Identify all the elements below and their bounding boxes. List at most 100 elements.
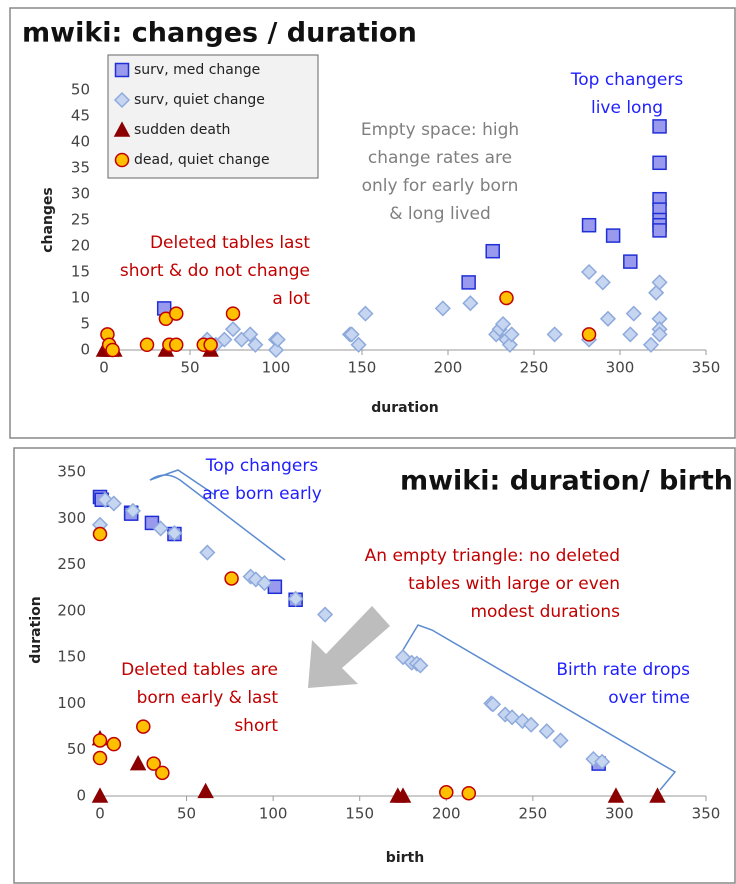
y-tick-label: 20 — [71, 237, 90, 255]
diamond-marker — [503, 326, 520, 343]
annotation: short & do not change — [120, 261, 310, 281]
annotation: Deleted tables last — [150, 233, 310, 253]
diamond-marker — [594, 274, 611, 291]
diamond-marker — [216, 331, 233, 348]
x-tick-label: 300 — [606, 359, 635, 377]
y-tick-label: 45 — [71, 107, 90, 125]
diamond-marker — [287, 590, 304, 607]
circle-marker — [92, 750, 108, 766]
series — [91, 730, 666, 803]
y-tick-label: 0 — [80, 341, 90, 359]
annotation: tables with large or even — [408, 574, 620, 594]
arrow — [308, 606, 390, 688]
x-tick-label: 350 — [692, 359, 721, 377]
x-tick-label: 150 — [345, 805, 374, 823]
y-tick-label: 50 — [67, 740, 86, 758]
circle-marker — [225, 306, 241, 321]
diamond-marker — [523, 716, 540, 733]
x-tick-label: 200 — [432, 805, 461, 823]
diamond-marker — [651, 326, 668, 343]
diamond-marker — [599, 310, 617, 327]
x-axis-label: duration — [371, 400, 438, 416]
y-tick-label: 5 — [80, 315, 90, 333]
y-tick-label: 350 — [57, 463, 86, 481]
diamond-marker — [594, 753, 611, 770]
legend-marker — [114, 152, 130, 168]
brace — [399, 624, 677, 791]
legend-marker — [114, 62, 130, 78]
y-tick-label: 35 — [71, 159, 90, 177]
y-tick-label: 30 — [71, 185, 90, 203]
diamond-marker — [105, 495, 122, 512]
circle-marker — [461, 785, 477, 801]
circle-marker — [168, 337, 184, 353]
triangle-marker — [197, 782, 214, 799]
square-marker — [623, 254, 638, 269]
legend-label: surv, med change — [134, 62, 260, 78]
square-marker — [605, 228, 621, 243]
annotation: Empty space: high — [361, 120, 519, 140]
diamond-marker — [166, 525, 183, 542]
y-tick-label: 25 — [71, 211, 90, 229]
diamond-marker — [494, 315, 512, 333]
annotation: a lot — [272, 289, 310, 309]
y-tick-label: 0 — [76, 787, 86, 805]
diamond-marker — [538, 723, 555, 740]
legend-label: sudden death — [134, 122, 230, 138]
circle-marker — [499, 290, 514, 306]
annotation: over time — [608, 688, 690, 708]
circle-marker — [581, 327, 597, 342]
diamond-marker — [651, 274, 668, 291]
diamond-marker — [462, 295, 479, 312]
diamond-marker — [501, 336, 518, 353]
panel-frame — [13, 447, 736, 884]
y-tick-label: 40 — [71, 133, 90, 151]
circle-marker — [92, 526, 108, 542]
diamond-marker — [484, 696, 502, 713]
legend-label: dead, quiet change — [134, 152, 270, 168]
x-tick-label: 50 — [180, 359, 199, 377]
y-axis-label: changes — [40, 187, 56, 253]
diamond-marker — [256, 575, 273, 592]
y-tick-label: 50 — [71, 81, 90, 99]
y-tick-label: 250 — [57, 555, 86, 573]
diamond-marker — [247, 336, 264, 353]
annotation: modest durations — [470, 602, 620, 622]
y-tick-label: 100 — [57, 694, 86, 712]
square-marker — [652, 155, 667, 171]
series — [92, 526, 477, 801]
diamond-marker — [622, 326, 639, 343]
y-tick-label: 200 — [57, 601, 86, 619]
circle-marker — [92, 733, 108, 748]
series — [100, 290, 597, 358]
diamond-marker — [546, 326, 563, 343]
diamond-marker — [357, 305, 374, 322]
diamond-marker — [642, 336, 660, 353]
diamond-marker — [625, 305, 642, 322]
annotation: Deleted tables are — [121, 660, 278, 680]
chart-title: mwiki: duration/ birth — [400, 466, 733, 497]
triangle-marker — [607, 787, 625, 803]
triangle-marker — [129, 755, 147, 771]
annotation: An empty triangle: no deleted — [365, 546, 620, 566]
diamond-marker — [247, 571, 264, 588]
circle-marker — [203, 337, 218, 353]
series — [156, 119, 667, 316]
triangle-marker — [394, 787, 412, 803]
annotation: live long — [591, 98, 663, 118]
diamond-marker — [412, 657, 429, 674]
triangle-marker — [649, 787, 666, 803]
diamond-marker — [224, 321, 242, 338]
square-marker — [485, 243, 500, 259]
circle-marker — [146, 756, 161, 771]
circle-marker — [105, 342, 120, 358]
x-tick-label: 200 — [434, 359, 463, 377]
diamond-marker — [124, 502, 141, 519]
y-tick-label: 10 — [71, 289, 90, 307]
panel-frame — [9, 7, 736, 439]
circle-marker — [224, 571, 239, 586]
x-tick-label: 50 — [177, 805, 196, 823]
diamond-marker — [269, 331, 286, 348]
